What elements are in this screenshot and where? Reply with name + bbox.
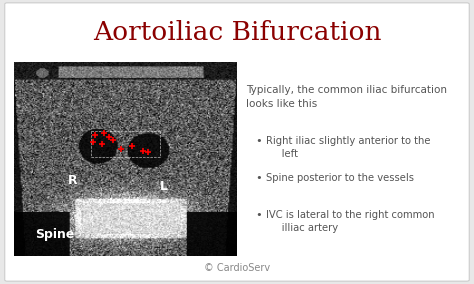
Text: L: L	[160, 180, 168, 193]
Text: •: •	[255, 210, 262, 220]
FancyBboxPatch shape	[5, 3, 469, 281]
Text: Typically, the common iliac bifurcation
looks like this: Typically, the common iliac bifurcation …	[246, 85, 447, 109]
Text: Aortoiliac Bifurcation: Aortoiliac Bifurcation	[93, 20, 381, 45]
Text: R: R	[68, 174, 78, 187]
Text: Right iliac slightly anterior to the
     left: Right iliac slightly anterior to the lef…	[266, 136, 431, 159]
Text: •: •	[255, 136, 262, 146]
Text: Spine: Spine	[35, 229, 74, 241]
Text: IVC is lateral to the right common
     illiac artery: IVC is lateral to the right common illia…	[266, 210, 435, 233]
Text: © CardioServ: © CardioServ	[204, 263, 270, 273]
Text: Spine posterior to the vessels: Spine posterior to the vessels	[266, 173, 414, 183]
Text: •: •	[255, 173, 262, 183]
